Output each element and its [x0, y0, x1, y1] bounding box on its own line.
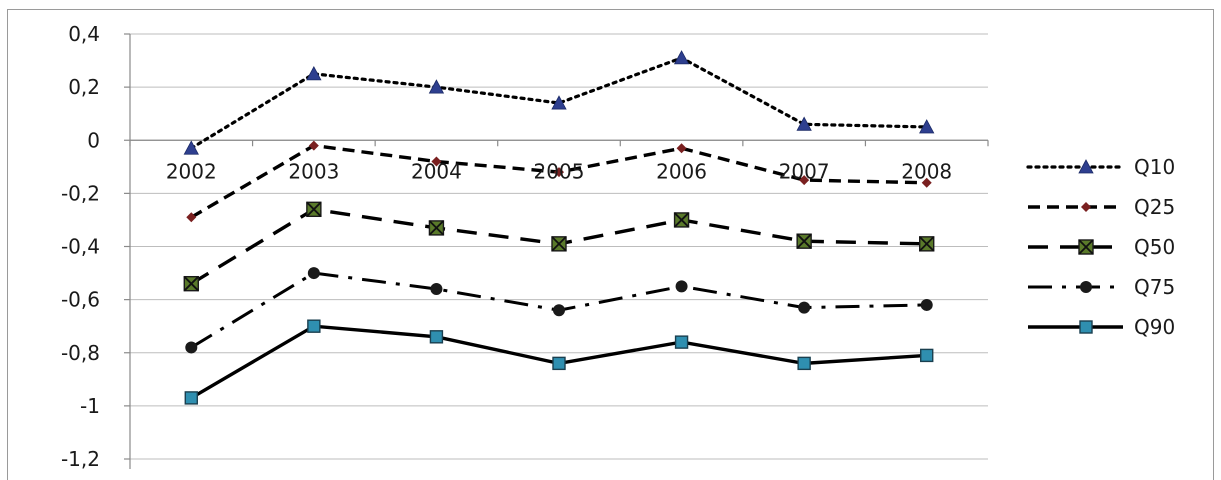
x-tick-label: 2005	[534, 159, 585, 183]
y-tick-label: -0,8	[61, 341, 100, 365]
data-point-q50	[183, 275, 199, 292]
data-point-q10	[919, 119, 935, 134]
y-tick-label: 0	[87, 128, 100, 152]
legend-item-q10: Q10	[1026, 155, 1175, 179]
data-point-q90	[552, 356, 566, 371]
legend-label-q10: Q10	[1134, 155, 1175, 179]
data-point-q10	[551, 95, 567, 110]
axes	[124, 33, 989, 469]
data-point-q50	[551, 236, 567, 252]
data-point-q10	[796, 116, 812, 131]
y-tick-label: -0,6	[61, 288, 100, 312]
data-point-q90	[307, 319, 321, 333]
data-point-q10	[306, 66, 322, 81]
x-tick-label: 2003	[288, 159, 339, 183]
legend-item-q25: Q25	[1028, 195, 1175, 219]
data-point-q75	[185, 341, 198, 354]
data-point-q25	[554, 167, 564, 178]
x-tick-labels: 2002 2003 2004 2005 2006 2007 2008	[166, 159, 952, 183]
legend-marker-q10	[1078, 159, 1094, 174]
y-tick-label: -0,4	[61, 235, 100, 259]
y-tick-label: 0,4	[68, 22, 100, 46]
legend-item-q50: Q50	[1028, 235, 1175, 259]
data-point-q10	[673, 50, 690, 65]
series-lines	[183, 50, 935, 405]
y-tick-label: -1	[80, 394, 100, 418]
data-point-q25	[921, 177, 932, 188]
x-tick-label: 2006	[656, 159, 707, 183]
y-tick-label: -1,2	[61, 447, 100, 471]
data-point-q25	[308, 140, 319, 151]
line-chart: 2002 2003 2004 2005 2006 2007 2008 0,4 0,2 0 -0,2…	[61, 22, 1175, 471]
data-point-q75	[430, 283, 443, 295]
x-tick-label: 2008	[901, 159, 952, 183]
data-point-q25	[799, 175, 810, 186]
legend: Q10 Q25 Q50 Q75 Q90	[1026, 155, 1175, 339]
legend-label-q25: Q25	[1134, 195, 1175, 219]
data-point-q90	[674, 335, 689, 349]
data-point-q90	[429, 330, 444, 344]
data-point-q25	[186, 212, 197, 223]
legend-marker-q50	[1078, 239, 1094, 255]
data-point-q50	[919, 236, 935, 252]
data-point-q75	[798, 301, 811, 314]
legend-item-q75: Q75	[1028, 275, 1175, 299]
y-tick-label: 0,2	[68, 75, 100, 99]
y-tick-label: -0,2	[61, 181, 100, 205]
data-point-q90	[184, 391, 198, 405]
data-point-q25	[676, 143, 687, 154]
data-point-q50	[796, 233, 812, 249]
legend-label-q50: Q50	[1134, 235, 1175, 259]
legend-label-q90: Q90	[1134, 315, 1175, 339]
x-tick-label: 2002	[166, 159, 217, 183]
data-point-q50	[306, 201, 322, 218]
legend-marker-q90	[1079, 320, 1093, 334]
legend-label-q75: Q75	[1134, 275, 1175, 299]
data-point-q90	[920, 348, 934, 363]
y-tick-labels: 0,4 0,2 0 -0,2 -0,4 -0,6 -0,8 -1 -1,2	[61, 22, 100, 471]
data-point-q75	[675, 280, 688, 293]
data-point-q50	[673, 212, 690, 228]
data-point-q10	[183, 140, 199, 155]
data-point-q50	[428, 220, 445, 236]
data-point-q75	[307, 267, 320, 280]
data-point-q10	[428, 79, 445, 94]
x-tick-label: 2004	[411, 159, 462, 183]
data-point-q75	[553, 304, 565, 317]
legend-marker-q75	[1080, 281, 1092, 293]
legend-item-q90: Q90	[1028, 315, 1175, 339]
data-point-q90	[797, 356, 811, 371]
legend-marker-q25	[1081, 202, 1091, 212]
x-tick-label: 2007	[779, 159, 830, 183]
data-point-q25	[431, 156, 442, 167]
chart-frame: 2002 2003 2004 2005 2006 2007 2008 0,4 0,2 0 -0,2…	[7, 9, 1214, 480]
data-point-q75	[920, 298, 933, 311]
